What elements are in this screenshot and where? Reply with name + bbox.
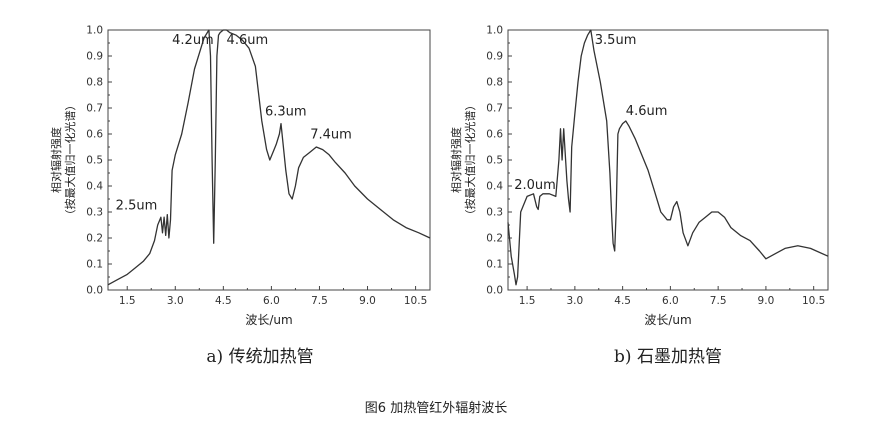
x-tick-label: 4.5 [614,295,631,307]
y-tick-label: 0.3 [86,207,103,219]
y-axis-label: （按最大值归一化光谱） [463,100,477,221]
y-tick-label: 0.1 [486,259,503,271]
y-tick-label: 0.4 [486,181,503,193]
x-axis-label: 波长/um [245,313,292,327]
peak-annotation: 2.5um [116,199,158,214]
y-axis-label: （按最大值归一化光谱） [63,100,77,221]
y-tick-label: 0.0 [486,285,503,297]
y-tick-label: 0.9 [486,51,503,63]
peak-annotation: 3.5um [595,33,637,48]
x-tick-label: 9.0 [758,295,775,307]
x-tick-label: 10.5 [802,295,825,307]
y-tick-label: 0.4 [86,181,103,193]
x-tick-label: 1.5 [119,295,136,307]
y-tick-label: 0.0 [86,285,103,297]
y-tick-label: 0.8 [486,77,503,89]
x-tick-label: 3.0 [567,295,584,307]
series-line [507,29,829,286]
chart-traditional-heater: 0.0 0.1 0.2 0.3 0.4 0.5 0.6 0.7 0.8 0.9 1.0 1.5 3.0 4… [49,25,431,367]
y-tick-label: 0.6 [86,129,103,141]
y-tick-label: 0.7 [86,103,103,115]
peak-annotation: 2.0um [514,178,556,193]
x-tick-label: 7.5 [710,295,727,307]
x-tick-label: 3.0 [167,295,184,307]
chart-subtitle: a) 传统加热管 [206,347,313,367]
peak-annotation: 7.4um [310,127,352,142]
peak-annotation: 4.6um [227,33,269,48]
y-tick-label: 0.5 [86,155,103,167]
x-tick-label: 10.5 [404,295,427,307]
series-line [107,29,431,286]
y-tick-label: 1.0 [86,25,103,37]
chart-graphite-heater: 0.0 0.1 0.2 0.3 0.4 0.5 0.6 0.7 0.8 0.9 1.0 1.5 3.0 4… [449,25,829,367]
y-tick-label: 0.9 [86,51,103,63]
figure-caption: 图6 加热管红外辐射波长 [365,400,507,416]
y-tick-label: 0.6 [486,129,503,141]
y-axis-label: 相对辐射强度 [449,127,463,193]
x-tick-label: 6.0 [263,295,280,307]
plot-frame [107,29,431,291]
chart-subtitle: b) 石墨加热管 [614,347,722,367]
x-tick-label: 9.0 [359,295,376,307]
peak-annotation: 4.6um [626,104,668,119]
y-tick-label: 0.8 [86,77,103,89]
y-tick-label: 0.1 [86,259,103,271]
x-tick-label: 1.5 [519,295,536,307]
peak-annotation: 4.2um [172,33,214,48]
peak-annotation: 6.3um [265,105,307,120]
x-axis-label: 波长/um [644,313,691,327]
y-tick-label: 0.5 [486,155,503,167]
y-tick-label: 0.3 [486,207,503,219]
y-tick-label: 0.2 [486,233,503,245]
x-tick-label: 4.5 [215,295,232,307]
x-tick-label: 7.5 [311,295,328,307]
y-tick-label: 1.0 [486,25,503,37]
y-tick-label: 0.2 [86,233,103,245]
x-tick-label: 6.0 [662,295,679,307]
y-tick-label: 0.7 [486,103,503,115]
y-axis-label: 相对辐射强度 [49,127,63,193]
